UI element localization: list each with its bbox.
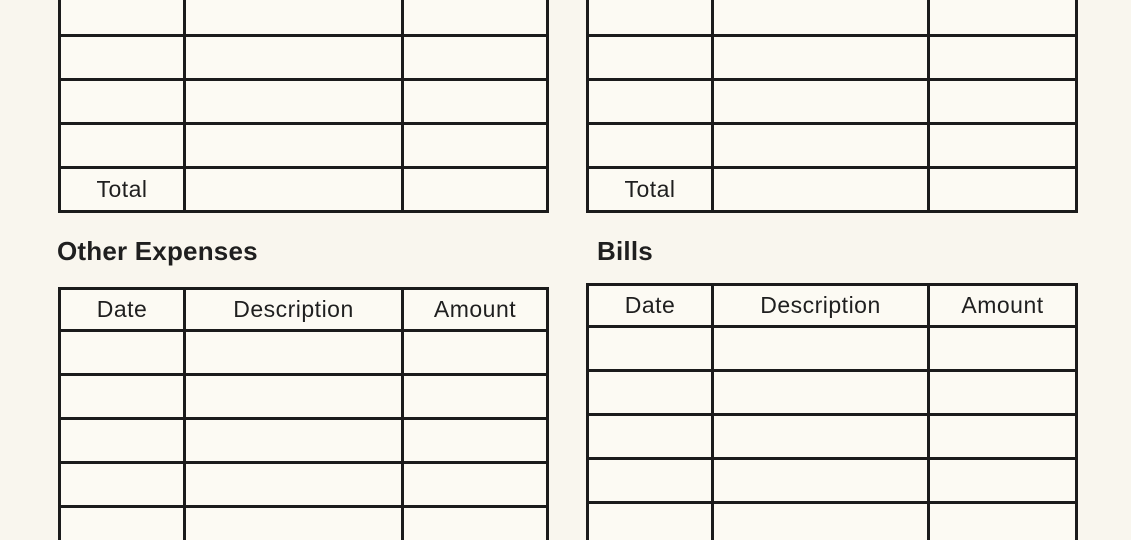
empty-cell — [58, 373, 186, 420]
column-header-date: Date — [586, 283, 714, 328]
table-row — [58, 505, 549, 540]
empty-cell — [711, 413, 930, 460]
empty-cell — [58, 505, 186, 540]
empty-cell — [183, 34, 404, 81]
empty-cell — [711, 457, 930, 504]
table-row — [586, 413, 1078, 460]
empty-cell — [711, 501, 930, 540]
table-row — [58, 0, 549, 37]
empty-cell — [711, 122, 930, 169]
empty-cell — [183, 505, 404, 540]
table-row — [586, 34, 1078, 81]
empty-cell — [711, 0, 930, 37]
empty-cell — [586, 34, 714, 81]
column-header-description: Description — [711, 283, 930, 328]
table-row — [586, 0, 1078, 37]
empty-cell — [927, 325, 1078, 372]
empty-cell — [401, 461, 549, 508]
empty-cell — [183, 329, 404, 376]
empty-cell — [183, 417, 404, 464]
header-row: Date Description Amount — [586, 283, 1078, 328]
empty-cell — [586, 369, 714, 416]
total-label: Total — [58, 166, 186, 213]
empty-cell — [927, 369, 1078, 416]
table-row — [586, 122, 1078, 169]
empty-cell — [927, 122, 1078, 169]
empty-cell — [927, 166, 1078, 213]
column-header-amount: Amount — [927, 283, 1078, 328]
other-expenses-heading: Other Expenses — [57, 236, 258, 266]
total-row: Total — [58, 166, 549, 213]
other-expenses-table: Date Description Amount — [58, 287, 549, 540]
top-right-table: Total — [586, 0, 1078, 213]
empty-cell — [58, 461, 186, 508]
bills-table: Date Description Amount — [586, 283, 1078, 540]
empty-cell — [401, 329, 549, 376]
empty-cell — [401, 417, 549, 464]
empty-cell — [711, 34, 930, 81]
empty-cell — [58, 0, 186, 37]
empty-cell — [183, 0, 404, 37]
table-row — [586, 325, 1078, 372]
empty-cell — [58, 34, 186, 81]
column-header-amount: Amount — [401, 287, 549, 332]
table-row — [58, 329, 549, 376]
empty-cell — [711, 369, 930, 416]
table-row — [58, 34, 549, 81]
bills-heading: Bills — [597, 236, 653, 266]
empty-cell — [586, 501, 714, 540]
table-row — [586, 369, 1078, 416]
empty-cell — [183, 373, 404, 420]
empty-cell — [586, 457, 714, 504]
total-row: Total — [586, 166, 1078, 213]
empty-cell — [927, 78, 1078, 125]
table-row — [58, 461, 549, 508]
empty-cell — [586, 413, 714, 460]
table-row — [586, 501, 1078, 540]
header-row: Date Description Amount — [58, 287, 549, 332]
empty-cell — [401, 166, 549, 213]
empty-cell — [58, 329, 186, 376]
empty-cell — [927, 457, 1078, 504]
empty-cell — [401, 78, 549, 125]
top-left-table: Total — [58, 0, 549, 213]
empty-cell — [927, 413, 1078, 460]
empty-cell — [183, 122, 404, 169]
table-row — [586, 457, 1078, 504]
table-row — [58, 78, 549, 125]
empty-cell — [58, 122, 186, 169]
empty-cell — [401, 0, 549, 37]
empty-cell — [183, 166, 404, 213]
empty-cell — [711, 325, 930, 372]
total-label: Total — [586, 166, 714, 213]
table-row — [58, 417, 549, 464]
empty-cell — [401, 122, 549, 169]
table-row — [58, 373, 549, 420]
table-row — [58, 122, 549, 169]
empty-cell — [183, 461, 404, 508]
empty-cell — [711, 78, 930, 125]
column-header-description: Description — [183, 287, 404, 332]
empty-cell — [586, 0, 714, 37]
column-header-date: Date — [58, 287, 186, 332]
empty-cell — [58, 78, 186, 125]
empty-cell — [401, 373, 549, 420]
table-row — [586, 78, 1078, 125]
empty-cell — [183, 78, 404, 125]
empty-cell — [927, 501, 1078, 540]
empty-cell — [927, 0, 1078, 37]
empty-cell — [586, 78, 714, 125]
empty-cell — [401, 34, 549, 81]
empty-cell — [711, 166, 930, 213]
empty-cell — [927, 34, 1078, 81]
empty-cell — [58, 417, 186, 464]
empty-cell — [586, 122, 714, 169]
empty-cell — [401, 505, 549, 540]
empty-cell — [586, 325, 714, 372]
